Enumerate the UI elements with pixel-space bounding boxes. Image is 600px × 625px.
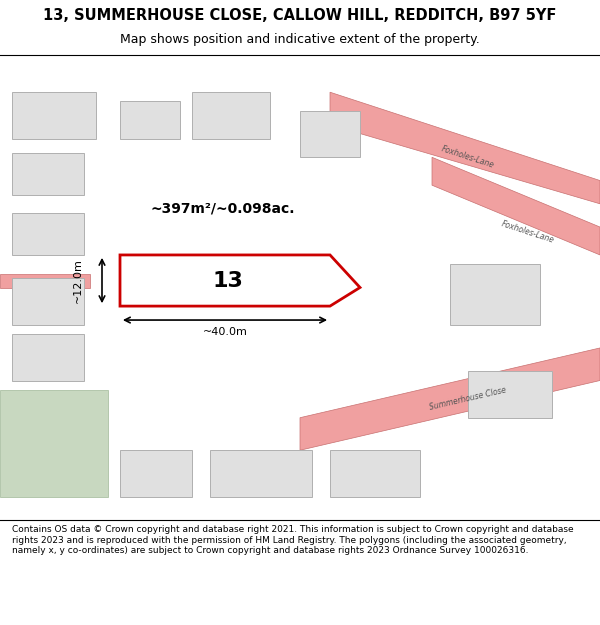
Text: Map shows position and indicative extent of the property.: Map shows position and indicative extent… — [120, 33, 480, 46]
Polygon shape — [468, 371, 552, 418]
Polygon shape — [432, 158, 600, 255]
Polygon shape — [300, 111, 360, 158]
Polygon shape — [12, 334, 84, 381]
Polygon shape — [330, 92, 600, 204]
Polygon shape — [120, 450, 192, 497]
Polygon shape — [120, 101, 180, 139]
Polygon shape — [12, 278, 84, 325]
Polygon shape — [12, 213, 84, 255]
Polygon shape — [330, 450, 420, 497]
Text: 13: 13 — [212, 271, 244, 291]
Text: Foxholes-Lane: Foxholes-Lane — [440, 144, 496, 170]
Polygon shape — [192, 92, 270, 139]
Polygon shape — [0, 390, 108, 497]
Polygon shape — [12, 92, 96, 139]
Polygon shape — [300, 348, 600, 450]
Polygon shape — [0, 274, 90, 288]
Polygon shape — [450, 264, 540, 325]
Text: Contains OS data © Crown copyright and database right 2021. This information is : Contains OS data © Crown copyright and d… — [12, 525, 574, 555]
Text: ~40.0m: ~40.0m — [203, 327, 247, 337]
Text: ~12.0m: ~12.0m — [73, 258, 83, 303]
Polygon shape — [120, 255, 360, 306]
Text: Summerhouse Close: Summerhouse Close — [428, 386, 508, 412]
Polygon shape — [12, 152, 84, 194]
Text: ~397m²/~0.098ac.: ~397m²/~0.098ac. — [150, 201, 295, 216]
Polygon shape — [210, 450, 312, 497]
Text: 13, SUMMERHOUSE CLOSE, CALLOW HILL, REDDITCH, B97 5YF: 13, SUMMERHOUSE CLOSE, CALLOW HILL, REDD… — [43, 8, 557, 23]
Text: Foxholes-Lane: Foxholes-Lane — [500, 219, 556, 244]
